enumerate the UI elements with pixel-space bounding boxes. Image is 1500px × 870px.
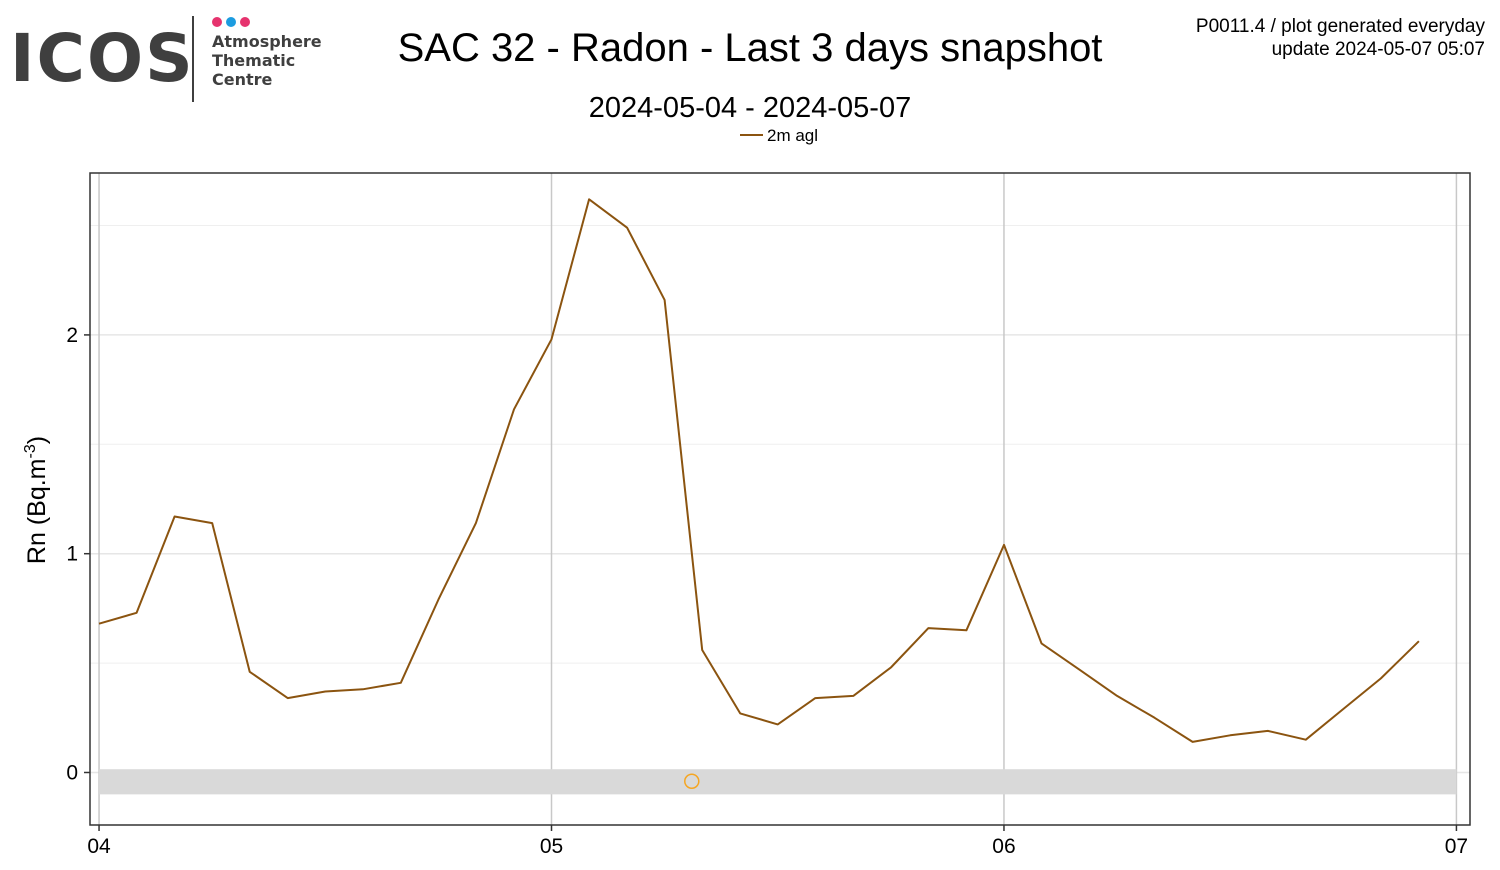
legend: 2m agl — [740, 126, 818, 145]
series-line-2m-agl — [98, 198, 1420, 743]
plot-frame — [89, 172, 1471, 826]
series-layer — [98, 198, 1420, 789]
frame-layer — [89, 172, 1471, 826]
y-axis-label-text: Rn (Bq.m — [23, 458, 51, 564]
update-timestamp: update 2024-05-07 05:07 — [1271, 39, 1485, 60]
logo-divider — [192, 16, 194, 102]
y-tick-label: 0 — [66, 761, 78, 784]
logo-dot-2 — [226, 17, 236, 27]
x-tick-label: 06 — [992, 835, 1015, 858]
y-axis-label-close: ) — [23, 436, 51, 444]
x-tick-label: 07 — [1445, 835, 1468, 858]
chart-subtitle: 2024-05-04 - 2024-05-07 — [588, 92, 912, 124]
generation-info-line-1: P0011.4 / plot generated everyday — [1195, 16, 1485, 37]
logo-letters: ICOS — [10, 20, 195, 97]
icos-logo: ICOS Atmosphere Thematic Centre — [10, 12, 330, 107]
logo-subtitle: Atmosphere Thematic Centre — [212, 32, 322, 89]
logo-dot-1 — [212, 17, 222, 27]
y-axis-label-exponent: -3 — [22, 444, 39, 458]
y-tick-label: 2 — [66, 324, 78, 347]
grid-layer — [90, 173, 1470, 825]
logo-line-1: Atmosphere — [212, 32, 322, 51]
y-tick-label: 1 — [66, 543, 78, 566]
logo-line-2: Thematic — [212, 51, 296, 70]
chart-title: SAC 32 - Radon - Last 3 days snapshot — [397, 26, 1103, 70]
legend-label: 2m agl — [767, 126, 818, 145]
x-tick-label: 04 — [87, 835, 111, 858]
logo-dot-3 — [240, 17, 250, 27]
flagged-point — [684, 773, 700, 789]
flag-band-layer — [99, 769, 1457, 795]
flag-band — [99, 769, 1457, 795]
x-tick-label: 05 — [540, 835, 563, 858]
generation-info: P0011.4 / plot generated everyday update… — [1196, 15, 1485, 61]
axis-layer: 04 05 06 07 0 1 2 — [66, 324, 1468, 858]
logo-line-3: Centre — [212, 70, 273, 89]
y-axis-label: Rn (Bq.m-3) — [22, 436, 51, 564]
